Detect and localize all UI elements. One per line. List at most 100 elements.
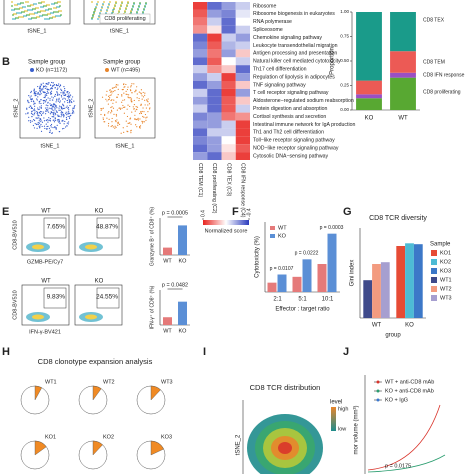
row-label: Aldosterone−regulated sodium reabsorptio…: [253, 98, 354, 104]
cell-dot: [55, 127, 57, 129]
cell-dot: [56, 107, 58, 109]
cell-dot: [133, 2, 135, 4]
cell-dot: [67, 101, 69, 104]
cell-dot: [44, 18, 46, 20]
legend-dot: [30, 68, 34, 72]
cell-dot: [56, 6, 58, 8]
cell-dot: [117, 94, 119, 96]
cell-dot: [33, 113, 36, 115]
cell-dot: [62, 93, 64, 95]
cell-dot: [91, 17, 93, 19]
cell-dot: [100, 113, 102, 116]
gate: [96, 217, 120, 239]
legend-swatch: [431, 295, 437, 301]
cell-dot: [111, 92, 113, 94]
cell-dot: [22, 6, 24, 8]
cell-dot: [43, 96, 45, 99]
heatmap-cell: [235, 49, 250, 58]
cell-dot: [70, 100, 72, 103]
pie-slice: [34, 385, 43, 401]
cell-dot: [145, 117, 147, 119]
label: group: [385, 333, 401, 339]
cell-dot: [60, 14, 62, 16]
label: high: [338, 406, 348, 412]
heatmap-cell: [207, 2, 222, 10]
cell-dot: [53, 115, 55, 117]
cell-dot: [54, 107, 56, 109]
density-contour: [278, 442, 292, 454]
cell-dot: [47, 121, 49, 123]
row-label: Antigen processing and presentation: [253, 51, 337, 57]
cell-dot: [68, 116, 71, 118]
cell-dot: [69, 104, 71, 107]
cell-dot: [129, 117, 132, 119]
label: Proportion: [330, 47, 336, 75]
cell-dot: [115, 1, 117, 3]
bar: [178, 301, 187, 325]
cell-dot: [147, 104, 149, 106]
heatmap-cell: [207, 73, 222, 81]
cell-dot: [17, 3, 19, 5]
label: Effector : target ratio: [275, 307, 330, 313]
heatmap-cell: [221, 2, 236, 10]
cell-dot: [58, 97, 60, 99]
cell-dot: [57, 94, 59, 96]
cell-dot: [64, 107, 66, 109]
cell-dot: [54, 93, 57, 96]
cell-dot: [115, 86, 117, 89]
legend-swatch: [270, 234, 275, 238]
label: Granzyme B⁺ of CD8⁺ (%): [149, 207, 155, 267]
cell-dot: [126, 4, 128, 6]
cell-dot: [31, 107, 34, 109]
x-tick-label: KO: [405, 323, 414, 329]
cell-dot: [33, 119, 35, 121]
cell-dot: [136, 126, 138, 128]
cell-dot: [122, 88, 124, 91]
x-tick-label: WT: [163, 258, 172, 264]
curve: [367, 404, 441, 471]
cell-dot: [140, 89, 143, 91]
cell-dot: [110, 125, 112, 128]
heatmap-cell: [193, 96, 208, 105]
label: tSNE_1: [28, 28, 47, 34]
label: CD8-BV510: [12, 290, 18, 319]
cell-dot: [114, 127, 116, 129]
colorbar-label: 0.4: [200, 210, 206, 217]
x-tick-label: 5:1: [298, 297, 307, 303]
heatmap-cell: [207, 104, 222, 113]
cell-dot: [63, 127, 65, 130]
cell-dot: [116, 96, 118, 98]
cell-dot: [121, 94, 123, 96]
cell-dot: [49, 113, 52, 115]
pie-slice: [150, 385, 161, 401]
label: GZMB-PE/Cy7: [27, 259, 63, 265]
cell-dot: [49, 84, 52, 86]
cell-dot: [16, 8, 18, 10]
cell-dot: [39, 90, 41, 92]
cell-dot: [28, 18, 30, 20]
cell-dot: [100, 109, 102, 111]
cell-dot: [109, 97, 111, 99]
heatmap-cell: [235, 136, 250, 145]
cell-dot: [43, 85, 45, 87]
cell-dot: [32, 124, 35, 127]
heatmap-cell: [193, 49, 208, 58]
cell-dot: [140, 93, 142, 95]
cell-dot: [68, 109, 70, 111]
cell-dot: [120, 132, 122, 134]
cell-dot: [44, 107, 47, 109]
label: low: [338, 426, 346, 432]
row-label: Regulation of lipolysis in adipocytes: [253, 74, 335, 80]
heatmap-cell: [235, 73, 250, 81]
panel-label: E: [2, 206, 9, 218]
cell-dot: [100, 9, 102, 11]
cell-dot: [64, 120, 66, 123]
cell-dot: [33, 119, 36, 122]
cell-dot: [45, 82, 48, 85]
curve: [367, 454, 446, 473]
label: CD8 proliferating: [104, 16, 145, 22]
cell-dot: [44, 85, 46, 87]
cell-dot: [60, 10, 62, 12]
legend-swatch: [431, 268, 437, 274]
colorbar-label: -0.4: [246, 208, 252, 217]
